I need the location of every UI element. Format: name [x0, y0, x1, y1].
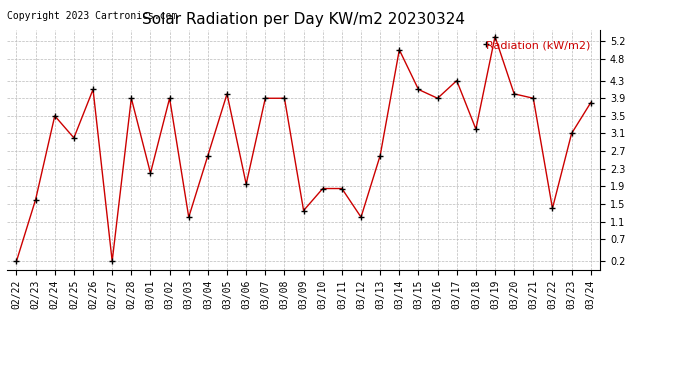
Radiation (kW/m2): [204, 153, 212, 158]
Radiation (kW/m2): [166, 96, 174, 100]
Radiation (kW/m2): [549, 206, 557, 211]
Radiation (kW/m2): [185, 215, 193, 219]
Radiation (kW/m2): [108, 259, 117, 264]
Radiation (kW/m2): [127, 96, 135, 100]
Radiation (kW/m2): [433, 96, 442, 100]
Radiation (kW/m2): [223, 92, 231, 96]
Line: Radiation (kW/m2): Radiation (kW/m2): [14, 34, 593, 264]
Radiation (kW/m2): [337, 186, 346, 191]
Radiation (kW/m2): [242, 182, 250, 186]
Radiation (kW/m2): [12, 259, 21, 264]
Radiation (kW/m2): [50, 114, 59, 118]
Radiation (kW/m2): [280, 96, 288, 100]
Radiation (kW/m2): [395, 48, 404, 52]
Radiation (kW/m2): [453, 78, 461, 83]
Radiation (kW/m2): [586, 100, 595, 105]
Radiation (kW/m2): [510, 92, 518, 96]
Radiation (kW/m2): [146, 171, 155, 176]
Radiation (kW/m2): [89, 87, 97, 92]
Radiation (kW/m2): [299, 208, 308, 213]
Radiation (kW/m2): [319, 186, 327, 191]
Legend: Radiation (kW/m2): Radiation (kW/m2): [482, 36, 595, 54]
Radiation (kW/m2): [491, 34, 499, 39]
Radiation (kW/m2): [567, 131, 575, 136]
Radiation (kW/m2): [376, 153, 384, 158]
Radiation (kW/m2): [32, 197, 40, 202]
Radiation (kW/m2): [357, 215, 365, 219]
Radiation (kW/m2): [262, 96, 270, 100]
Text: Copyright 2023 Cartronics.com: Copyright 2023 Cartronics.com: [7, 11, 177, 21]
Radiation (kW/m2): [414, 87, 422, 92]
Radiation (kW/m2): [529, 96, 538, 100]
Radiation (kW/m2): [70, 136, 78, 140]
Radiation (kW/m2): [472, 127, 480, 131]
Title: Solar Radiation per Day KW/m2 20230324: Solar Radiation per Day KW/m2 20230324: [142, 12, 465, 27]
